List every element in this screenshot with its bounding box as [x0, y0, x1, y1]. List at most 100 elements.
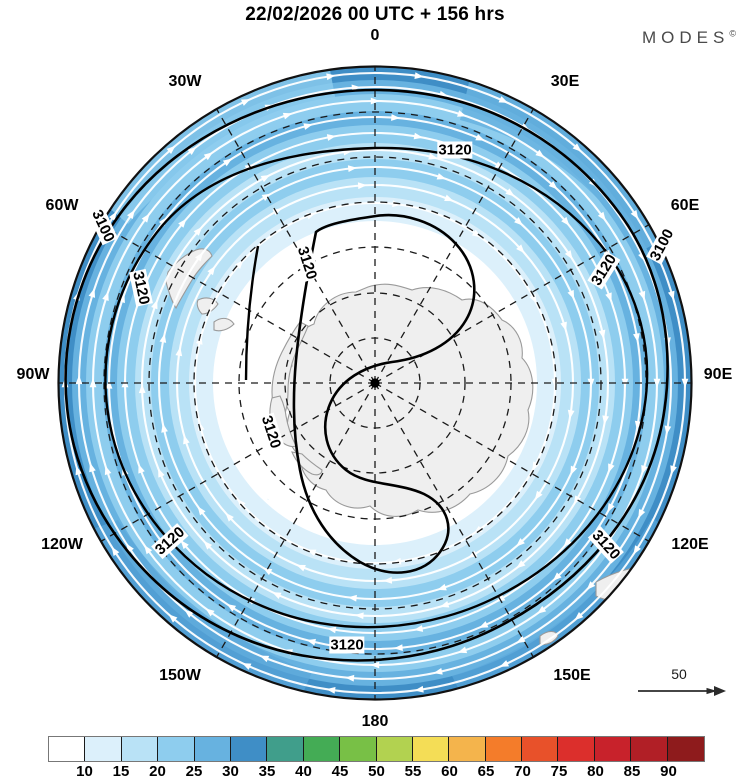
- streamline-arrow: [638, 508, 646, 519]
- colorbar-tick: 85: [623, 763, 641, 780]
- streamline-arrow: [471, 229, 482, 238]
- streamline-arrow: [138, 384, 146, 394]
- streamline-arrow: [226, 604, 237, 612]
- scale-arrow-icon: [638, 686, 726, 696]
- colorbar-tick: 90: [660, 763, 677, 780]
- streamline-arrow: [75, 375, 83, 385]
- brand-text: MODES: [642, 28, 730, 47]
- streamline-arrow: [641, 465, 648, 475]
- colorbar-cell[interactable]: [340, 737, 377, 761]
- streamline-arrow: [151, 299, 158, 310]
- contour-label: 3120: [437, 141, 473, 159]
- polar-map[interactable]: 0 30E 60E 90E 120E 150E 180 150W 120W 90W 60W 30W 3…: [0, 0, 750, 730]
- streamline-arrow: [260, 174, 271, 183]
- streamline-arrow: [516, 538, 525, 547]
- colorbar-tick: 80: [587, 763, 604, 780]
- colorbar-cell[interactable]: [449, 737, 486, 761]
- streamline-arrow: [306, 638, 316, 646]
- streamline-arrowheads: [61, 72, 689, 694]
- streamline-arrow: [168, 614, 178, 623]
- colorbar-swatches[interactable]: [48, 736, 705, 762]
- streamline-arrow: [187, 146, 197, 155]
- colorbar-cell[interactable]: [522, 737, 559, 761]
- streamline-arrow: [574, 611, 584, 621]
- colorbar-cell[interactable]: [267, 737, 304, 761]
- colorbar-cell[interactable]: [376, 737, 413, 761]
- colorbar-tick: 50: [368, 763, 385, 780]
- streamline-arrow: [303, 123, 313, 130]
- colorbar-cell[interactable]: [194, 737, 231, 761]
- streamline-arrow: [570, 465, 578, 476]
- streamline-arrow: [414, 685, 424, 693]
- streamline-arrow: [370, 661, 380, 669]
- streamline-arrow: [347, 594, 357, 602]
- colorbar-cell[interactable]: [485, 737, 523, 761]
- colorbar-cell[interactable]: [667, 737, 705, 761]
- colorbar-cell[interactable]: [121, 737, 159, 761]
- streamline-arrow: [564, 250, 573, 260]
- streamline-arrow: [473, 525, 483, 534]
- streamline-arrow: [667, 290, 675, 301]
- streamline-arrow: [664, 425, 672, 435]
- wind-scale-reference: 50: [636, 666, 736, 708]
- streamline-arrow: [296, 564, 306, 572]
- longitude-label: 30E: [550, 73, 580, 90]
- streamline-arrow: [633, 545, 641, 555]
- colorbar-cell[interactable]: [303, 737, 341, 761]
- streamline-arrow: [498, 96, 508, 103]
- streamline-arrow: [197, 506, 206, 516]
- colorbar-tick: 25: [185, 763, 203, 780]
- streamline-arrow: [144, 545, 153, 555]
- streamline-arrow: [203, 152, 213, 161]
- streamline-arrow: [326, 73, 336, 81]
- streamline-arrow: [178, 218, 187, 228]
- colorbar-cell[interactable]: [594, 737, 632, 761]
- colorbar-tick: 30: [222, 763, 239, 780]
- streamline-arrow: [354, 612, 364, 620]
- streamline-arrow: [439, 601, 450, 608]
- streamline-arrow: [180, 540, 189, 550]
- colorbar-cell[interactable]: [230, 737, 268, 761]
- streamline-arrow: [602, 415, 610, 425]
- colorbar-cell[interactable]: [412, 737, 450, 761]
- streamline-arrow: [567, 289, 575, 300]
- colorbar-cell[interactable]: [631, 737, 668, 761]
- streamline-arrow: [89, 378, 97, 388]
- streamline-arrow: [552, 572, 562, 581]
- colorbar-cell[interactable]: [85, 737, 122, 761]
- streamline-arrow: [102, 291, 109, 301]
- streamline-arrow: [272, 592, 282, 599]
- streamline-arrow: [207, 266, 216, 276]
- streamline-arrow: [608, 463, 615, 473]
- contour-label: 3120: [329, 636, 365, 654]
- streamline-arrow: [572, 143, 582, 152]
- polar-stereographic-plot[interactable]: [0, 0, 750, 715]
- streamline-arrow: [670, 465, 677, 475]
- streamline-arrow: [195, 252, 204, 262]
- streamline-arrow: [263, 567, 273, 576]
- streamline-arrow: [413, 625, 424, 632]
- streamline-arrow: [391, 114, 401, 121]
- streamline-arrow: [560, 321, 567, 332]
- colorbar-cell[interactable]: [49, 737, 86, 761]
- streamline-arrow: [158, 468, 165, 478]
- colorbar-cell[interactable]: [558, 737, 595, 761]
- streamline-arrow: [109, 211, 117, 221]
- streamline-arrow: [494, 161, 504, 169]
- streamline-arrow: [436, 173, 447, 180]
- colorbar-cell[interactable]: [158, 737, 195, 761]
- streamline-arrow: [111, 546, 120, 556]
- longitude-label: 60W: [45, 197, 79, 214]
- streamline-arrow: [428, 153, 438, 160]
- streamline-arrow: [551, 378, 559, 388]
- streamline-arrow: [282, 112, 293, 120]
- streamline-arrow: [347, 165, 357, 173]
- streamline-arrow: [88, 288, 96, 298]
- streamline-arrow: [653, 378, 661, 388]
- streamline-arrow: [681, 378, 689, 388]
- longitude-label: 150W: [159, 667, 201, 684]
- colorbar[interactable]: 10 15 20 25 30 35 40 45 50 55 60 65 70 75 80 85 90: [0, 736, 750, 782]
- streamline-arrow: [184, 609, 194, 618]
- streamline-arrow: [104, 465, 112, 476]
- streamline-arrow: [529, 294, 537, 304]
